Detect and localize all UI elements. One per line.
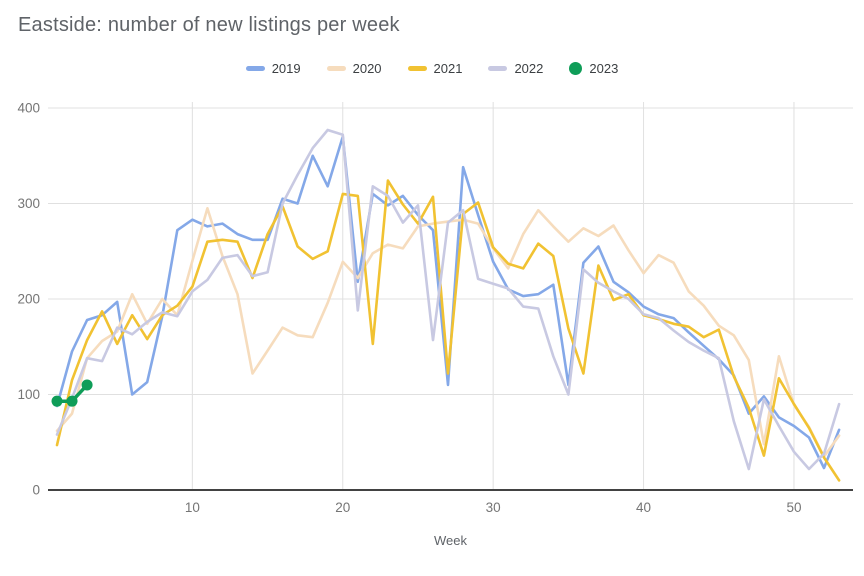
series-point-2023-week2 xyxy=(66,395,78,407)
legend-swatch-2020 xyxy=(326,66,346,71)
legend-label-2021: 2021 xyxy=(433,61,463,76)
legend-swatch-2019 xyxy=(245,66,265,71)
series-line-2022 xyxy=(55,128,841,471)
legend-swatch-2023 xyxy=(569,62,583,75)
x-tick-label-50: 50 xyxy=(786,500,801,515)
x-axis-title: Week xyxy=(434,533,467,548)
y-tick-label-400: 400 xyxy=(17,101,40,116)
x-tick-label-10: 10 xyxy=(185,500,200,515)
legend-item-2019[interactable]: 2019 xyxy=(245,61,301,76)
legend-item-2022[interactable]: 2022 xyxy=(488,61,543,76)
legend-item-2020[interactable]: 2020 xyxy=(326,61,382,76)
x-tick-label-20: 20 xyxy=(335,500,350,515)
legend-label-2020: 2020 xyxy=(352,61,382,76)
y-tick-label-300: 300 xyxy=(17,196,40,211)
y-tick-label-200: 200 xyxy=(17,292,40,307)
chart-title: Eastside: number of new listings per wee… xyxy=(18,14,400,36)
legend-label-2023: 2023 xyxy=(589,61,619,76)
series-line-2021 xyxy=(55,179,841,482)
legend-swatch-2022 xyxy=(488,66,508,71)
legend-label-2022: 2022 xyxy=(514,61,544,76)
x-tick-label-30: 30 xyxy=(486,500,501,515)
chart-legend: 2019 2020 2021 2022 2023 xyxy=(0,61,864,76)
legend-swatch-2021 xyxy=(407,66,427,71)
legend-item-2023[interactable]: 2023 xyxy=(569,61,618,76)
series-point-2023-week1 xyxy=(51,395,63,407)
x-tick-label-40: 40 xyxy=(636,500,651,515)
series-line-2019 xyxy=(55,135,841,470)
series-point-2023-week3 xyxy=(81,379,93,391)
legend-item-2021[interactable]: 2021 xyxy=(407,61,463,76)
y-tick-label-0: 0 xyxy=(32,483,40,498)
y-tick-label-100: 100 xyxy=(17,387,40,402)
legend-label-2019: 2019 xyxy=(271,61,301,76)
